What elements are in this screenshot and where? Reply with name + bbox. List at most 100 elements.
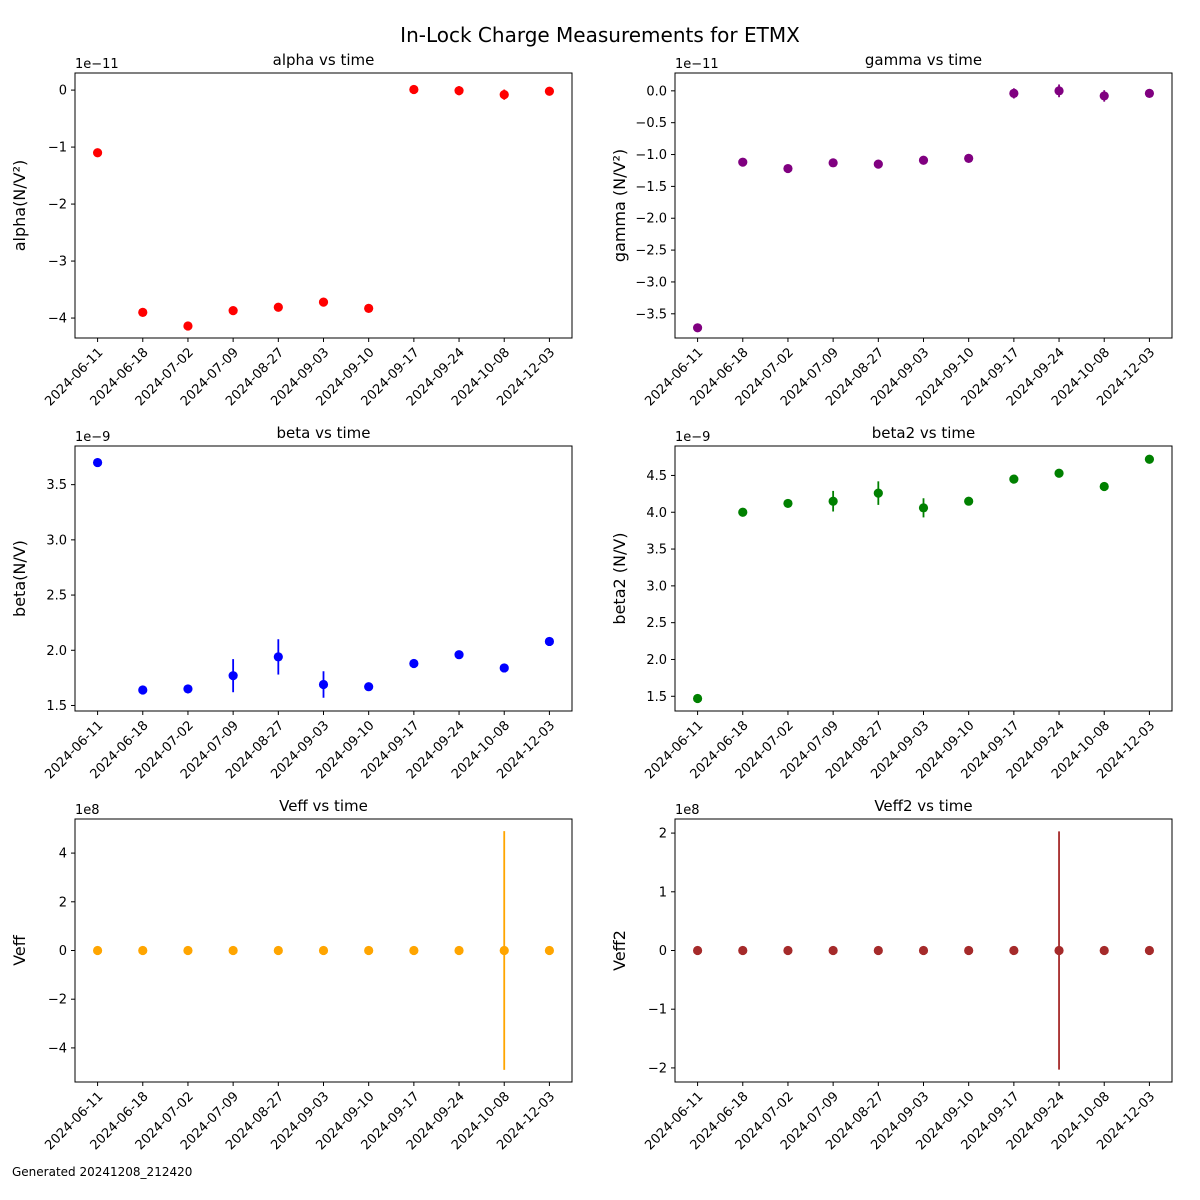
subplot-2: gamma vs time 1e−11 gamma (N/V²) 0.0 −0.5 −1.… [610,51,1173,409]
data-point [499,945,509,956]
axis-offset-text: 1e8 [675,803,700,818]
data-point [364,303,374,313]
y-tick-label: −1 [48,141,67,156]
y-tick-label: 2.0 [646,653,667,668]
data-point [544,86,555,96]
data-point [828,496,838,506]
data-point [409,84,419,95]
data-point [138,685,148,695]
data-point [692,323,703,333]
plot-frame [74,445,573,712]
axis-offset-text: 1e8 [75,803,100,818]
y-tick-label: 3.0 [46,533,67,548]
subplot-4: beta2 vs time 1e−9 beta2 (N/V) 1.5 2.0 2.5 3.0… [610,424,1173,782]
data-point [1054,945,1064,956]
y-tick-label: 3.5 [46,478,67,493]
data-point [1099,91,1109,101]
y-axis-label: Veff [10,934,29,966]
y-tick-label: 2 [59,895,67,910]
data-point [918,155,929,165]
subplot-1: alpha vs time1e−11alpha(N/V²)0−1−2−3−420… [10,51,573,409]
axis-offset-text: 1e−9 [75,430,110,445]
y-tick-label: 4 [59,847,67,862]
y-tick-label: 4.0 [646,506,667,521]
axis-offset-text: 1e−11 [675,57,719,72]
subplot-6: Veff2 vs time1e8Veff2210−1−22024-06-1120… [610,797,1173,1153]
data-point [92,148,103,158]
data-point [1009,474,1019,484]
data-point [409,945,419,956]
y-axis-label: beta2 (N/V) [610,532,629,624]
data-point [364,682,374,692]
plot-frame [74,818,573,1083]
y-axis-label: Veff2 [610,930,629,971]
y-axis-label: gamma (N/V²) [610,149,629,262]
y-tick-label: 1.5 [646,690,667,705]
data-point [828,158,838,168]
y-tick-label: −4 [48,312,67,327]
data-point [499,90,509,100]
subplot-title: gamma vs time [865,51,982,69]
data-point [1009,945,1019,956]
figure-title: In-Lock Charge Measurements for ETMX [400,23,800,47]
y-tick-label: 0 [659,944,667,959]
data-point [918,945,929,956]
data-point [783,163,793,174]
data-point [183,684,193,694]
data-point [1054,468,1064,478]
y-tick-label: 1 [659,885,667,900]
y-tick-label: −4 [48,1041,67,1056]
data-point [318,945,329,956]
subplot-title: Veff vs time [279,797,368,815]
y-tick-label: −0.5 [635,116,667,131]
footer-timestamp: Generated 20241208_212420 [12,1165,193,1179]
y-tick-label: 4.5 [646,469,667,484]
data-point [1144,454,1155,464]
plot-frame [74,72,573,339]
subplot-5: Veff vs time1e8Veff420−2−42024-06-112024… [10,797,573,1153]
data-point [738,507,748,517]
y-tick-label: 0 [59,84,67,99]
data-point [273,302,283,312]
data-point [92,457,103,468]
data-point [738,945,748,956]
y-tick-label: −1.0 [635,148,667,163]
subplot-title: alpha vs time [273,51,375,69]
plot-frame [674,72,1173,339]
data-point [454,86,464,96]
data-point [1099,481,1109,492]
data-point [228,306,238,316]
y-tick-label: −3.5 [635,307,667,322]
data-point [828,945,838,956]
data-point [92,945,103,956]
data-point [873,159,883,169]
data-point [1144,88,1155,98]
data-point [873,945,883,956]
data-point [1099,945,1109,956]
data-point [454,650,464,660]
data-point [138,307,148,317]
data-point [783,945,793,956]
data-point [964,945,974,956]
data-point [918,503,929,513]
data-point [318,679,329,690]
y-tick-label: −3.0 [635,275,667,290]
subplot-title: Veff2 vs time [874,797,972,815]
data-point [783,498,793,509]
y-tick-label: −2 [48,198,67,213]
y-tick-label: 3.5 [646,543,667,558]
subplot-title: beta2 vs time [872,424,975,442]
data-point [228,671,238,681]
y-tick-label: −2.5 [635,244,667,259]
y-tick-label: 1.5 [46,699,67,714]
y-tick-label: 3.0 [646,579,667,594]
y-tick-label: −2 [648,1061,667,1076]
plot-frame [674,818,1173,1083]
data-point [183,321,193,331]
y-tick-label: 2.5 [646,616,667,631]
data-point [364,945,374,956]
y-tick-label: −1.5 [635,180,667,195]
y-tick-label: −3 [48,255,67,270]
data-point [544,636,555,647]
